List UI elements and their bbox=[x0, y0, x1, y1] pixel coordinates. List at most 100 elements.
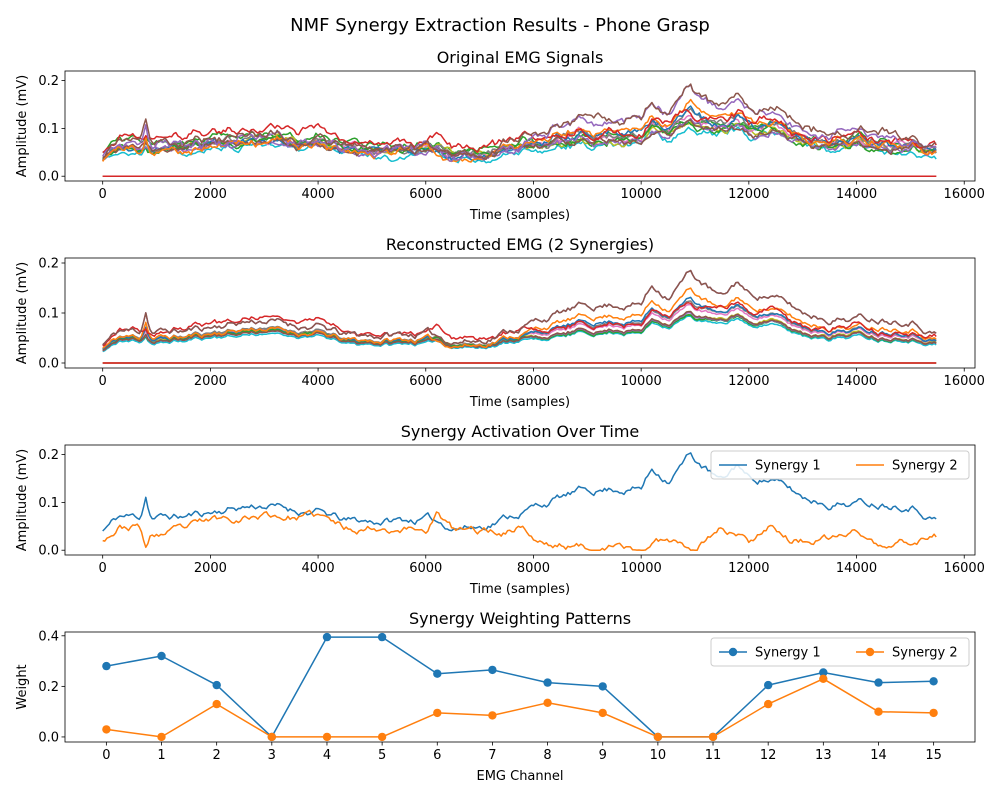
y-tick-label: 0.0 bbox=[38, 544, 59, 559]
x-tick-label: 16000 bbox=[944, 561, 985, 576]
x-tick-label: 14000 bbox=[836, 374, 877, 389]
x-tick-label: 2 bbox=[213, 748, 221, 763]
point-synergy-1-ch1 bbox=[157, 651, 166, 661]
x-tick-label: 6000 bbox=[409, 561, 442, 576]
x-tick-label: 4000 bbox=[302, 561, 335, 576]
legend-box bbox=[710, 450, 970, 480]
point-synergy-1-ch0 bbox=[102, 661, 111, 671]
y-tick-label: 0.0 bbox=[38, 357, 59, 372]
legend-marker-synergy-2 bbox=[865, 647, 875, 657]
x-tick-label: 12000 bbox=[728, 187, 769, 202]
axes-frame bbox=[64, 444, 976, 556]
panel-activation: 0 2000 4000 6000 8000 10000 12000 14000 16000 0.0… bbox=[15, 422, 985, 597]
point-synergy-1-ch12 bbox=[764, 680, 773, 690]
x-axis-label: Time (samples) bbox=[469, 208, 570, 223]
point-synergy-1-ch14 bbox=[874, 678, 883, 687]
point-synergy-2-ch6 bbox=[433, 708, 442, 718]
x-tick-label: 10000 bbox=[620, 187, 661, 202]
series-synergy-2 bbox=[102, 509, 937, 551]
legend-label-synergy-1: Synergy 1 bbox=[755, 459, 821, 474]
x-tick-label: 12 bbox=[760, 748, 777, 763]
series-channel-4 bbox=[102, 84, 937, 162]
point-synergy-2-ch15 bbox=[929, 708, 938, 718]
x-tick-label: 7 bbox=[488, 748, 496, 763]
x-tick-label: 14000 bbox=[836, 561, 877, 576]
x-tick-label: 8000 bbox=[517, 374, 550, 389]
point-synergy-2-ch7 bbox=[488, 711, 497, 720]
y-tick-label: 0.2 bbox=[38, 74, 59, 89]
point-synergy-2-ch10 bbox=[653, 732, 663, 742]
point-synergy-2-ch14 bbox=[874, 707, 883, 716]
legend-label-synergy-2: Synergy 2 bbox=[892, 646, 958, 661]
y-tick-label: 0.2 bbox=[38, 680, 59, 695]
panel-title: Synergy Activation Over Time bbox=[401, 422, 640, 441]
x-tick-label: 13 bbox=[815, 748, 832, 763]
point-synergy-1-ch7 bbox=[488, 665, 497, 675]
x-tick-label: 8 bbox=[543, 748, 551, 763]
y-tick-label: 0.0 bbox=[38, 730, 59, 745]
point-synergy-2-ch3 bbox=[267, 732, 276, 742]
x-tick-label: 6 bbox=[433, 748, 441, 763]
plot-area bbox=[102, 452, 937, 551]
x-tick-label: 0 bbox=[99, 374, 107, 389]
x-tick-label: 8000 bbox=[517, 187, 550, 202]
series-channel-15 bbox=[102, 310, 937, 352]
x-axis-label: EMG Channel bbox=[476, 769, 563, 784]
y-tick-label: 0.0 bbox=[38, 170, 59, 185]
x-tick-label: 2000 bbox=[194, 561, 227, 576]
point-synergy-1-ch15 bbox=[929, 677, 938, 686]
y-axis-label: Amplitude (mV) bbox=[15, 262, 30, 364]
x-tick-label: 3 bbox=[268, 748, 276, 763]
x-tick-label: 14000 bbox=[836, 187, 877, 202]
series-channel-13 bbox=[102, 108, 937, 154]
axes-frame bbox=[64, 70, 976, 182]
point-synergy-2-ch2 bbox=[212, 699, 221, 709]
y-axis-label: Weight bbox=[15, 664, 30, 709]
legend-label-synergy-2: Synergy 2 bbox=[892, 459, 958, 474]
x-tick-label: 10000 bbox=[620, 561, 661, 576]
plot-area bbox=[102, 632, 938, 742]
x-tick-label: 15 bbox=[925, 748, 942, 763]
x-axis-label: Time (samples) bbox=[469, 582, 570, 597]
series-channel-5 bbox=[102, 269, 937, 346]
x-tick-label: 14 bbox=[870, 748, 887, 763]
x-tick-label: 10000 bbox=[620, 374, 661, 389]
series-channel-5 bbox=[102, 83, 937, 160]
point-synergy-2-ch0 bbox=[102, 725, 111, 734]
x-tick-label: 0 bbox=[102, 748, 110, 763]
x-tick-label: 2000 bbox=[194, 187, 227, 202]
y-tick-label: 0.4 bbox=[38, 629, 59, 644]
x-tick-label: 1 bbox=[157, 748, 165, 763]
point-synergy-1-ch9 bbox=[598, 682, 607, 691]
y-tick-label: 0.1 bbox=[38, 122, 59, 137]
point-synergy-1-ch13 bbox=[819, 668, 828, 677]
x-tick-label: 12000 bbox=[728, 374, 769, 389]
x-tick-label: 0 bbox=[99, 187, 107, 202]
x-tick-label: 16000 bbox=[944, 187, 985, 202]
panel-reconstructed: 0 2000 4000 6000 8000 10000 12000 14000 16000 0.0… bbox=[15, 235, 985, 410]
panel-title: Synergy Weighting Patterns bbox=[409, 609, 631, 628]
x-tick-label: 6000 bbox=[409, 374, 442, 389]
axes-frame bbox=[64, 257, 976, 369]
x-axis-label: Time (samples) bbox=[469, 395, 570, 410]
legend-label-synergy-1: Synergy 1 bbox=[755, 646, 821, 661]
point-synergy-2-ch5 bbox=[377, 732, 387, 742]
legend-box bbox=[710, 637, 970, 667]
y-axis-label: Amplitude (mV) bbox=[15, 449, 30, 551]
x-tick-label: 12000 bbox=[728, 561, 769, 576]
legend: Synergy 1 Synergy 2 bbox=[710, 450, 970, 480]
point-synergy-1-ch8 bbox=[543, 678, 552, 687]
x-tick-label: 6000 bbox=[409, 187, 442, 202]
series-channel-1 bbox=[102, 287, 937, 349]
plot-area bbox=[102, 83, 937, 177]
x-tick-label: 10 bbox=[650, 748, 667, 763]
x-tick-label: 0 bbox=[99, 561, 107, 576]
x-tick-label: 2000 bbox=[194, 374, 227, 389]
x-tick-label: 9 bbox=[599, 748, 607, 763]
legend: Synergy 1 Synergy 2 bbox=[710, 637, 970, 667]
point-synergy-1-ch4 bbox=[322, 632, 332, 642]
point-synergy-1-ch5 bbox=[377, 632, 387, 642]
y-tick-label: 0.2 bbox=[38, 257, 59, 272]
panels: 0 2000 4000 6000 8000 10000 12000 14000 160000.0… bbox=[15, 48, 985, 784]
